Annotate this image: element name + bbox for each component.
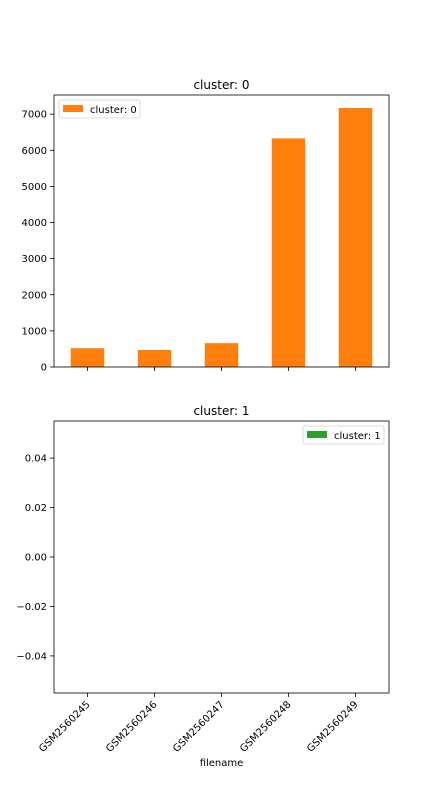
- x-tick-label-1-1: GSM2560246: [104, 699, 159, 754]
- bar-0-3: [271, 138, 306, 367]
- chart-title-0: cluster: 0: [193, 78, 249, 92]
- y-tick-label-0-7: 7000: [22, 110, 47, 121]
- legend-swatch-1: [307, 431, 327, 438]
- bar-0-1: [137, 350, 172, 367]
- x-tick-label-1-2: GSM2560247: [171, 699, 226, 754]
- legend-swatch-0: [63, 105, 83, 112]
- x-tick-label-1-3: GSM2560248: [238, 699, 293, 754]
- y-tick-label-0-1: 1000: [22, 326, 47, 337]
- y-tick-label-1-1: −0.02: [16, 602, 47, 613]
- legend-label-0: cluster: 0: [90, 105, 137, 116]
- y-tick-label-1-2: 0.00: [25, 553, 47, 564]
- y-tick-label-0-6: 6000: [22, 146, 47, 157]
- y-tick-label-1-4: 0.04: [25, 454, 47, 465]
- y-tick-label-0-0: 0: [41, 363, 47, 374]
- y-tick-label-0-4: 4000: [22, 218, 47, 229]
- bar-0-2: [204, 343, 239, 367]
- legend-label-1: cluster: 1: [334, 431, 381, 442]
- y-tick-label-1-0: −0.04: [16, 651, 47, 662]
- axes-frame-0: [53, 94, 390, 368]
- bar-0-4: [338, 108, 373, 368]
- x-tick-label-1-4: GSM2560249: [305, 699, 360, 754]
- legend-box-1: [302, 425, 385, 445]
- legend-box-0: [58, 99, 141, 119]
- x-axis-label-1: filename: [200, 758, 244, 769]
- x-tick-label-1-0: GSM2560245: [37, 699, 92, 754]
- y-tick-label-0-3: 3000: [22, 254, 47, 265]
- y-tick-label-0-2: 2000: [22, 290, 47, 301]
- y-tick-label-1-3: 0.02: [25, 503, 47, 514]
- bar-0-0: [70, 348, 105, 367]
- chart-title-1: cluster: 1: [193, 404, 249, 418]
- y-tick-label-0-5: 5000: [22, 182, 47, 193]
- axes-frame-1: [53, 420, 390, 694]
